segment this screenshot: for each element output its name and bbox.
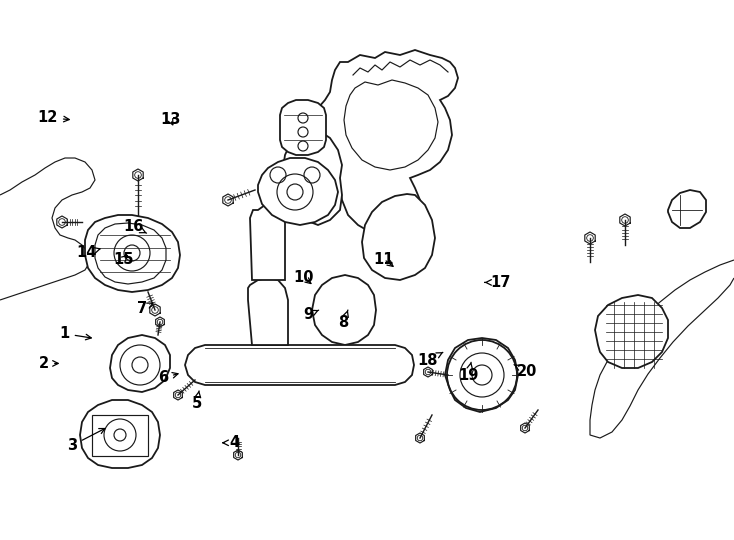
Polygon shape xyxy=(185,345,414,385)
Text: 1: 1 xyxy=(59,326,91,341)
Polygon shape xyxy=(280,100,326,155)
Text: 7: 7 xyxy=(137,301,153,316)
Polygon shape xyxy=(312,275,376,345)
Text: 2: 2 xyxy=(39,356,58,371)
Text: 16: 16 xyxy=(123,219,147,234)
Text: 20: 20 xyxy=(514,364,537,379)
Polygon shape xyxy=(80,400,160,468)
Text: 6: 6 xyxy=(158,370,178,386)
Text: 10: 10 xyxy=(293,269,313,285)
Text: 18: 18 xyxy=(417,353,443,368)
Polygon shape xyxy=(595,295,668,368)
Text: 8: 8 xyxy=(338,310,349,330)
Polygon shape xyxy=(110,335,170,392)
Text: 12: 12 xyxy=(37,110,69,125)
Polygon shape xyxy=(308,50,458,235)
Text: 17: 17 xyxy=(485,275,511,290)
Polygon shape xyxy=(362,194,435,280)
Polygon shape xyxy=(282,128,342,225)
Text: 3: 3 xyxy=(67,429,105,453)
Polygon shape xyxy=(248,278,288,345)
Text: 11: 11 xyxy=(374,252,394,267)
Text: 4: 4 xyxy=(223,435,240,450)
Text: 5: 5 xyxy=(192,391,202,411)
Polygon shape xyxy=(258,158,338,225)
Text: 15: 15 xyxy=(113,252,134,267)
Polygon shape xyxy=(250,205,285,280)
Polygon shape xyxy=(668,190,706,228)
Text: 14: 14 xyxy=(76,245,100,260)
Polygon shape xyxy=(85,215,180,292)
Polygon shape xyxy=(445,338,518,412)
Text: 19: 19 xyxy=(458,362,479,383)
Text: 13: 13 xyxy=(160,112,181,127)
Text: 9: 9 xyxy=(303,307,319,322)
